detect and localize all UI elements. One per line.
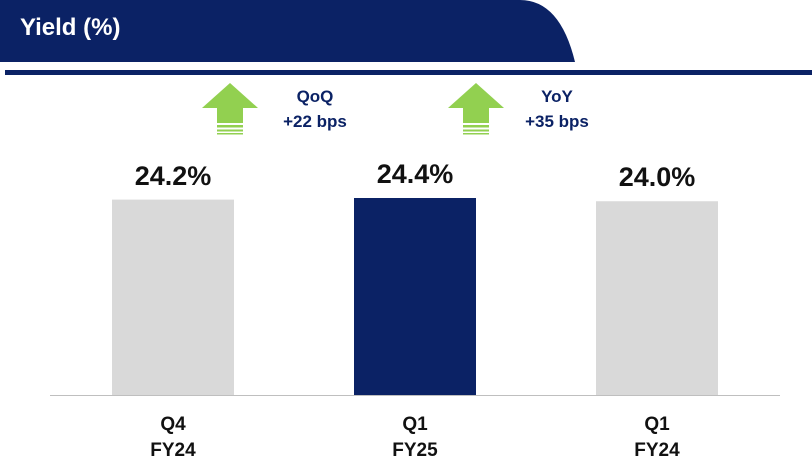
chart-title: Yield (%) bbox=[20, 14, 121, 41]
value-label: 24.0% bbox=[618, 162, 696, 193]
up-arrow bbox=[202, 83, 258, 135]
bar bbox=[354, 198, 476, 395]
x-tick-label: Q1 FY25 bbox=[392, 414, 438, 461]
up-arrow bbox=[448, 83, 504, 135]
title-banner bbox=[0, 0, 575, 62]
value-label: 24.2% bbox=[134, 160, 212, 191]
value-label: 24.4% bbox=[376, 159, 454, 189]
annotation-label: QoQ bbox=[296, 87, 334, 106]
x-tick-label: Q1 FY24 bbox=[634, 414, 680, 461]
annotation-text: +22 bps bbox=[283, 112, 347, 131]
x-tick-label: Q4 FY24 bbox=[150, 414, 196, 461]
bar bbox=[596, 201, 718, 395]
bar bbox=[112, 199, 234, 395]
annotation-text: +35 bps bbox=[525, 112, 589, 131]
annotation-label: YoY bbox=[541, 87, 573, 106]
header-rule bbox=[5, 70, 812, 75]
